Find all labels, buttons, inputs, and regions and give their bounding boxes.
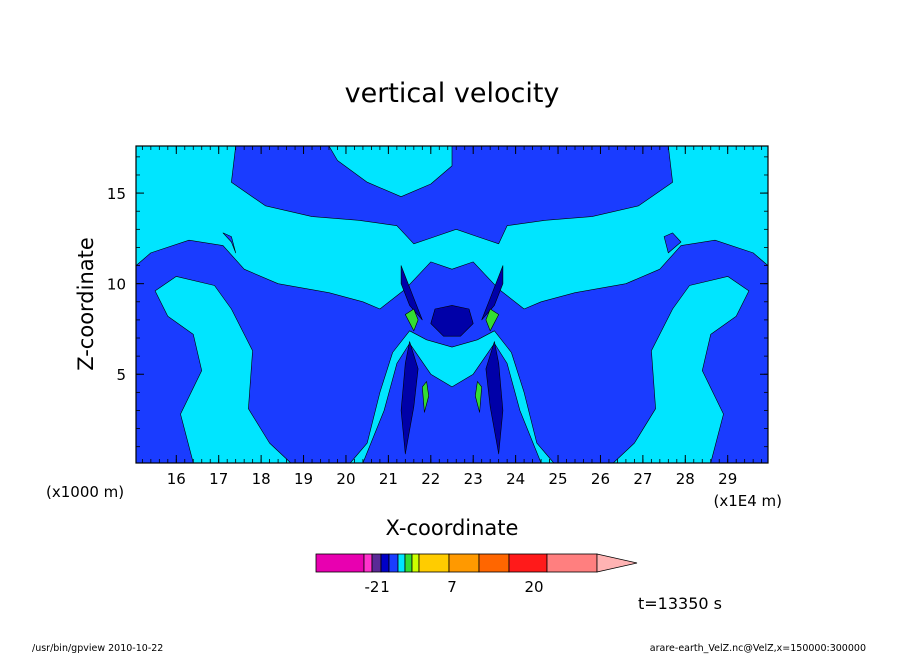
y-tick-label: 5 (116, 366, 126, 384)
time-annotation: t=13350 s (638, 594, 722, 613)
colorbar-segment (508, 553, 548, 573)
x-tick-label: 26 (591, 470, 610, 488)
colorbar-segment (478, 553, 510, 573)
plot-frame (135, 145, 769, 464)
colorbar-segment (418, 553, 450, 573)
contour-region-7 (481, 265, 504, 321)
x-tick-label: 16 (167, 470, 186, 488)
colorbar-segment (546, 553, 598, 573)
x-axis-ticks: 16 17 18 19 20 21 22 23 24 25 26 27 28 29 (141, 146, 763, 488)
contour-region-13 (474, 381, 483, 413)
contour-region-11 (485, 308, 500, 332)
colorbar-segment (371, 553, 382, 573)
contour-region-6 (400, 265, 423, 321)
colorbar-segment (363, 553, 373, 573)
x-tick-label: 27 (633, 470, 652, 488)
y-tick-label: 15 (107, 185, 126, 203)
x-tick-label: 19 (294, 470, 313, 488)
y-tick-label: 10 (107, 276, 126, 294)
y-axis-ticks: 5 10 15 (107, 156, 768, 448)
contour-region-9 (485, 341, 504, 455)
colorbar-segment (388, 553, 399, 573)
x-tick-label: 21 (379, 470, 398, 488)
x-tick-label: 24 (506, 470, 525, 488)
contour-region-8 (400, 341, 419, 455)
y-axis-label: Z-coordinate (74, 237, 98, 371)
footer-right: arare-earth_VelZ.nc@VelZ,x=150000:300000 (650, 643, 866, 654)
contour-region-1 (135, 239, 769, 464)
colorbar-segment (397, 553, 406, 573)
contour-region-0 (135, 145, 673, 245)
x-tick-label: 22 (421, 470, 440, 488)
contour-region-12 (421, 381, 430, 413)
x-tick-label: 28 (676, 470, 695, 488)
colorbar-label: 7 (447, 578, 457, 596)
contour-regions (135, 145, 769, 464)
colorbar-segment (404, 553, 413, 573)
contour-region-4 (663, 232, 682, 254)
colorbar-segment (315, 553, 365, 573)
chart-title: vertical velocity (345, 78, 560, 109)
colorbar-extend-arrow (596, 553, 638, 573)
colorbar-label: 1 (380, 578, 390, 596)
colorbar-segment (380, 553, 390, 573)
x-axis-label: X-coordinate (386, 516, 519, 540)
x-unit-left: (x1000 m) (46, 483, 124, 501)
x-tick-label: 25 (548, 470, 567, 488)
x-tick-label: 18 (252, 470, 271, 488)
x-tick-label: 29 (718, 470, 737, 488)
x-tick-label: 23 (464, 470, 483, 488)
contour-region-3 (222, 232, 236, 254)
contour-region-5 (430, 305, 474, 337)
x-tick-label: 17 (209, 470, 228, 488)
contour-plot-area (135, 145, 769, 464)
x-unit-right: (x1E4 m) (713, 492, 782, 510)
footer-left: /usr/bin/gpview 2010-10-22 (32, 643, 163, 654)
colorbar: -2 1 7 20 (315, 553, 638, 596)
colorbar-segment (411, 553, 420, 573)
colorbar-label: -2 (365, 578, 380, 596)
contour-region-10 (404, 308, 419, 332)
colorbar-segment (448, 553, 480, 573)
colorbar-label: 20 (524, 578, 543, 596)
x-tick-label: 20 (336, 470, 355, 488)
